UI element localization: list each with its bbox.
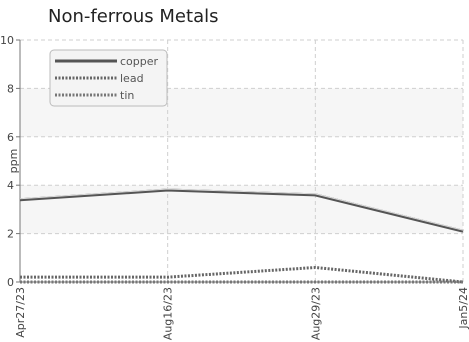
y-tick-label: 0 [7,276,14,289]
y-tick-label: 8 [7,82,14,95]
series-lines [19,188,464,284]
legend: copper lead tin [49,49,168,107]
y-tick-label: 6 [7,131,14,144]
x-tick-label: Apr27/23 [14,287,27,338]
chart-title: Non-ferrous Metals [48,6,219,27]
legend-label-lead: lead [120,72,144,85]
plot-bands [20,88,463,234]
legend-label-tin: tin [120,89,134,102]
y-tick-label: 2 [7,228,14,241]
x-tick-label: Aug16/23 [162,287,175,340]
series-line-copper [19,188,464,233]
x-tick-label: Aug29/23 [309,287,322,340]
y-tick-label: 4 [7,179,14,192]
series-line-lead [20,265,464,284]
series-line-highlight-copper [19,188,464,231]
x-tick-label: Jan5/24 [457,287,469,330]
y-axis-title: ppm [7,149,20,174]
legend-label-copper: copper [120,55,159,68]
y-tick-label: 10 [0,34,14,47]
axes: 0 2 4 6 8 10 Apr27/23 Aug16/23 Aug29/23 Jan5/24 pp… [0,34,469,340]
